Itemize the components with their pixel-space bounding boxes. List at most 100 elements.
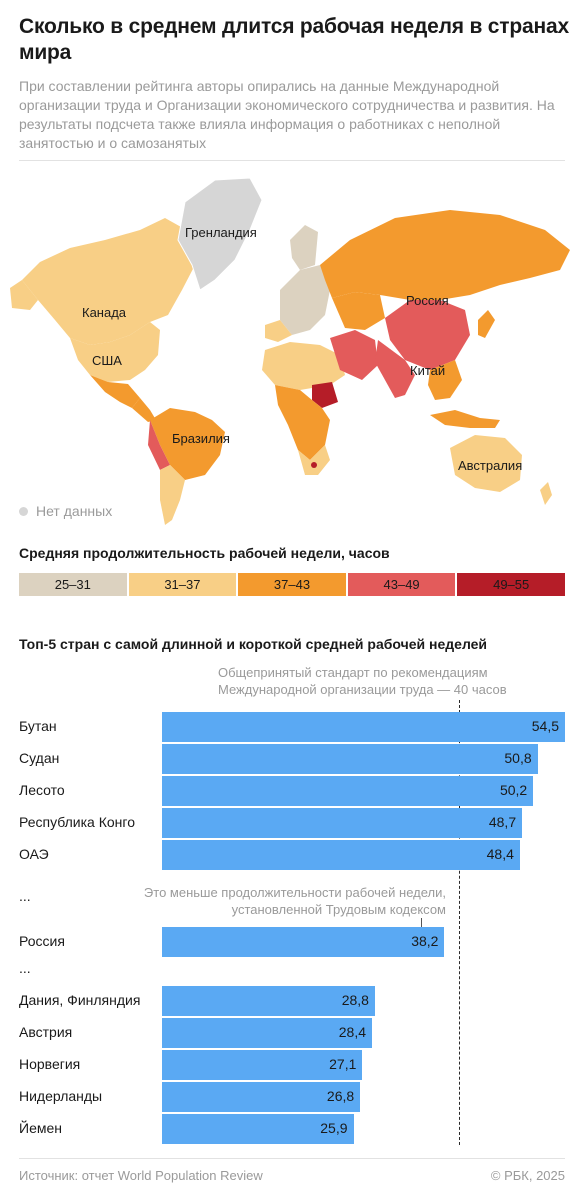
bar-value-label: 28,4 — [338, 1024, 366, 1040]
bar-row: Дания, Финляндия 28,8 — [0, 986, 584, 1016]
map-peru — [148, 420, 170, 470]
copyright-text: © РБК, 2025 — [490, 1168, 565, 1183]
bar-value-label: 38,2 — [411, 933, 439, 949]
bar-category-label: Республика Конго — [19, 814, 135, 830]
map-australia — [450, 435, 522, 492]
map-greenland — [177, 177, 263, 291]
bar-row: Йемен 25,9 — [0, 1114, 584, 1144]
map-japan — [478, 310, 495, 338]
map-brazil-south — [160, 465, 185, 525]
map-europe — [280, 265, 330, 335]
bar-category-label: Россия — [19, 933, 65, 949]
source-text: Источник: отчет World Population Review — [19, 1168, 263, 1183]
map-label-usa: США — [92, 353, 122, 368]
bar-value-label: 28,8 — [341, 992, 369, 1008]
no-data-legend: Нет данных — [19, 503, 112, 519]
map-central-asia — [332, 292, 385, 330]
map-label-canada: Канада — [82, 305, 127, 320]
map-alaska — [10, 280, 38, 310]
bar — [162, 1082, 361, 1112]
map-north-africa — [262, 342, 345, 390]
map-south-america-north — [150, 408, 225, 480]
map-canada — [22, 218, 195, 345]
legend-title: Средняя продолжительность рабочей недели… — [19, 545, 390, 561]
map-sudan — [312, 382, 338, 408]
map-mexico — [90, 375, 140, 408]
map-usa — [70, 322, 160, 382]
bar — [162, 744, 538, 774]
page-subtitle: При составлении рейтинга авторы опиралис… — [19, 78, 555, 151]
bar-value-label: 50,8 — [504, 750, 532, 766]
bar-category-label: Йемен — [19, 1120, 62, 1136]
bar-category-label: Лесото — [19, 782, 65, 798]
bar-value-label: 54,5 — [531, 718, 559, 734]
bar-value-label: 26,8 — [326, 1088, 355, 1104]
bar-value-label: 50,2 — [499, 782, 528, 798]
bar-category-label: ОАЭ — [19, 846, 49, 862]
map-label-china: Китай — [410, 363, 445, 378]
russia-note: Это меньше продолжительности рабочей нед… — [143, 885, 446, 917]
bar — [162, 986, 375, 1016]
bar-category-label: Бутан — [19, 718, 57, 734]
legend-swatch: 37–43 — [238, 573, 346, 596]
ellipsis-2: ... — [19, 960, 31, 976]
divider — [19, 160, 565, 161]
bar-value-label: 48,4 — [486, 846, 514, 862]
map-central-africa — [275, 385, 330, 460]
map-southern-africa — [298, 445, 330, 475]
map-middle-east — [330, 330, 378, 380]
bar-value-label: 25,9 — [320, 1120, 348, 1136]
bar — [162, 1114, 354, 1144]
legend-swatch: 43–49 — [347, 573, 456, 596]
divider — [19, 1158, 565, 1159]
map-label-greenland: Гренландия — [185, 225, 257, 240]
legend-swatch: 49–55 — [457, 573, 565, 596]
no-data-label: Нет данных — [36, 503, 113, 519]
reference-line-40h — [459, 700, 460, 1145]
map-indonesia — [430, 410, 500, 428]
map-new-zealand — [540, 482, 552, 505]
bar — [162, 776, 534, 806]
no-data-dot — [19, 506, 28, 516]
map-china — [385, 300, 470, 370]
bar-row: Лесото 50,2 — [0, 776, 584, 806]
map-lesotho — [311, 462, 317, 468]
bar — [162, 927, 445, 957]
bar-row: Австрия 28,4 — [0, 1018, 584, 1048]
bar-row: Республика Конго 48,7 — [0, 808, 584, 838]
bar-category-label: Австрия — [19, 1024, 73, 1040]
map-central-america — [132, 398, 156, 422]
bar — [162, 1018, 372, 1048]
map-russia — [320, 210, 570, 300]
bar — [162, 712, 565, 742]
bar-category-label: Нидерланды — [19, 1088, 103, 1104]
top5-title: Топ-5 стран с самой длинной и короткой с… — [19, 636, 488, 652]
bar — [162, 840, 520, 870]
bar-row: Нидерланды 26,8 — [0, 1082, 584, 1112]
ellipsis-1: ... — [19, 888, 31, 904]
bar-category-label: Судан — [19, 750, 60, 766]
bar-value-label: 27,1 — [329, 1056, 357, 1072]
bar-value-label: 48,7 — [488, 814, 517, 830]
legend-swatch: 25–31 — [19, 573, 127, 596]
bar-row: Россия 38,2 — [0, 927, 584, 957]
color-legend: 25–31 31–37 37–43 43–49 49–55 — [19, 573, 565, 596]
bar-category-label: Норвегия — [19, 1056, 81, 1072]
bar — [162, 808, 523, 838]
world-map: Гренландия Канада США Бразилия Россия Ки… — [10, 177, 570, 525]
map-label-australia: Австралия — [458, 458, 522, 473]
bar-row: Бутан 54,5 — [0, 712, 584, 742]
map-southeast-asia — [428, 360, 462, 400]
legend-swatch: 31–37 — [128, 573, 237, 596]
bar-category-label: Дания, Финляндия — [19, 992, 141, 1008]
bar-row: Судан 50,8 — [0, 744, 584, 774]
map-iberia — [265, 320, 292, 342]
ilo-standard-note: Общепринятый стандарт по рекомендациям М… — [218, 665, 507, 697]
page-title: Сколько в среднем длится рабочая неделя … — [19, 15, 569, 64]
bar-row: Норвегия 27,1 — [0, 1050, 584, 1080]
bar — [162, 1050, 363, 1080]
map-scandinavia — [290, 225, 318, 270]
map-label-brazil: Бразилия — [172, 431, 230, 446]
russia-note-tick — [421, 918, 422, 930]
map-india — [375, 340, 415, 398]
